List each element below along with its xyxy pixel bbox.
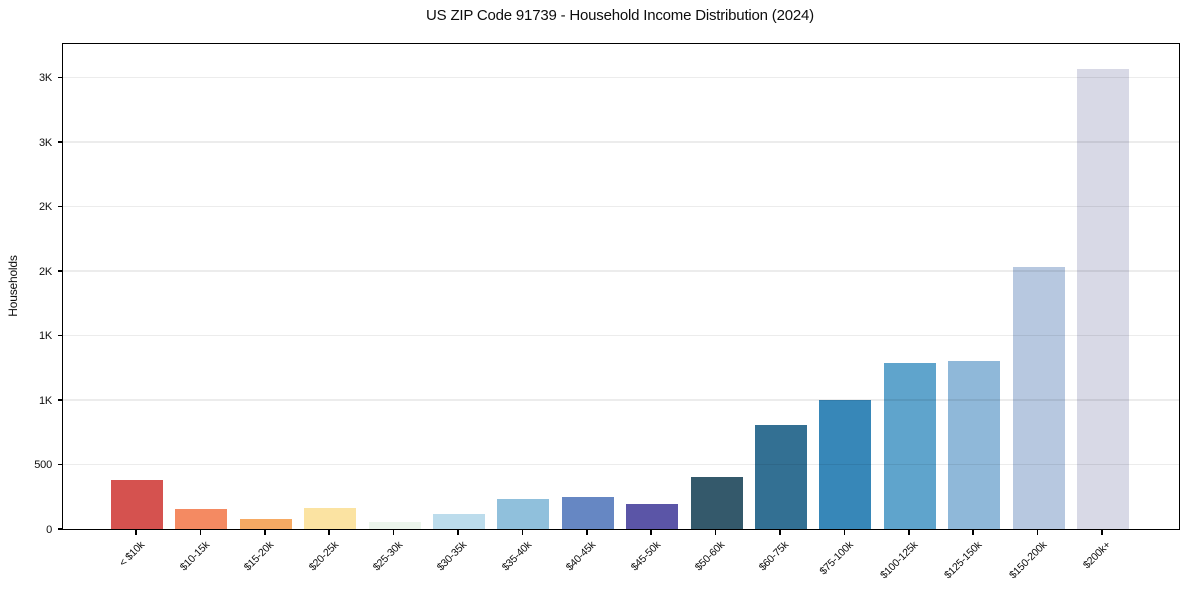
x-tick-label-11: $75-100k [817,539,856,578]
bar-100-125k [883,363,936,529]
bar-20-25k [304,508,357,529]
bar-30-35k [433,513,485,529]
x-tick-8 [650,530,652,535]
y-tick-1000 [58,399,63,401]
bar-75-100k [819,399,872,529]
bar-10-15k [175,509,228,529]
x-tick-label-10: $60-75k [757,539,792,574]
gridline-3000 [63,141,1179,143]
x-tick-9 [714,530,717,535]
x-tick-5 [457,530,459,535]
y-tick-2000 [58,270,63,272]
x-tick-label-5: $30-35k [435,539,470,574]
x-tick-label-15: $200k+ [1081,539,1114,572]
x-tick-1 [199,530,202,535]
bar-60-75k [755,424,807,529]
gridline-3500 [63,76,1179,79]
x-tick-label-0: < $10k [117,539,148,570]
x-tick-11 [843,530,846,535]
x-tick-15 [1101,530,1103,535]
bar-15-20k [239,519,292,529]
y-tick-label-2500: 2K [38,201,52,214]
x-tick-label-3: $20-25k [306,539,341,574]
x-tick-label-13: $125-150k [942,539,985,582]
x-tick-label-6: $35-40k [499,539,534,574]
gridline-2500 [63,205,1179,208]
x-tick-13 [972,530,974,535]
gridline-1500 [63,334,1179,337]
y-tick-label-0: 0 [46,523,52,536]
y-tick-label-3500: 3K [38,72,52,85]
y-tick-0 [58,528,63,530]
bar-50-60k [690,477,743,529]
y-tick-3000 [58,141,63,143]
x-tick-10 [779,530,781,535]
x-tick-label-1: $10-15k [177,539,212,574]
x-tick-7 [586,530,588,535]
bar-150-200k [1012,267,1065,529]
y-tick-label-1000: 1K [38,394,52,407]
gridline-1000 [63,399,1179,401]
x-tick-label-12: $100-125k [877,539,921,582]
chart-title: US ZIP Code 91739 - Household Income Dis… [426,7,814,24]
bar-200k+ [1077,69,1129,529]
x-tick-14 [1036,530,1039,535]
x-tick-12 [908,530,910,535]
y-axis: 0 500 1K 1K 2K 2K 3K 3K [0,43,63,536]
bar-40-45k [561,497,614,529]
y-tick-label-500: 500 [34,459,52,472]
y-tick-500 [58,463,63,466]
bar-25-30k [368,521,421,529]
x-tick-label-2: $15-20k [241,539,277,574]
x-tick-3 [328,530,330,535]
plot-area [62,43,1180,530]
x-tick-label-8: $45-50k [628,539,663,574]
x-tick-label-4: $25-30k [370,539,406,574]
bar-35-40k [497,498,550,529]
x-tick-label-7: $40-45k [563,539,599,574]
x-tick-4 [392,530,395,535]
x-tick-label-14: $150-200k [1006,539,1050,582]
gridline-2000 [63,270,1179,272]
gridline-500 [63,463,1179,466]
y-tick-label-2000: 2K [38,265,52,278]
x-tick-label-9: $50-60k [692,539,728,574]
bar-45-50k [626,503,679,529]
y-tick-2500 [58,205,63,208]
x-tick-2 [264,530,266,535]
x-tick-0 [135,530,137,535]
x-tick-6 [521,530,524,535]
bar-10k [111,480,163,529]
y-tick-label-3000: 3K [38,136,52,149]
bar-125-150k [948,360,1001,529]
y-tick-3500 [58,76,63,79]
y-tick-1500 [58,334,63,337]
y-tick-label-1500: 1K [38,330,52,343]
x-axis: < $10k $10-15k $15-20k $20-25k $25-30k $30-35… [62,529,1178,589]
